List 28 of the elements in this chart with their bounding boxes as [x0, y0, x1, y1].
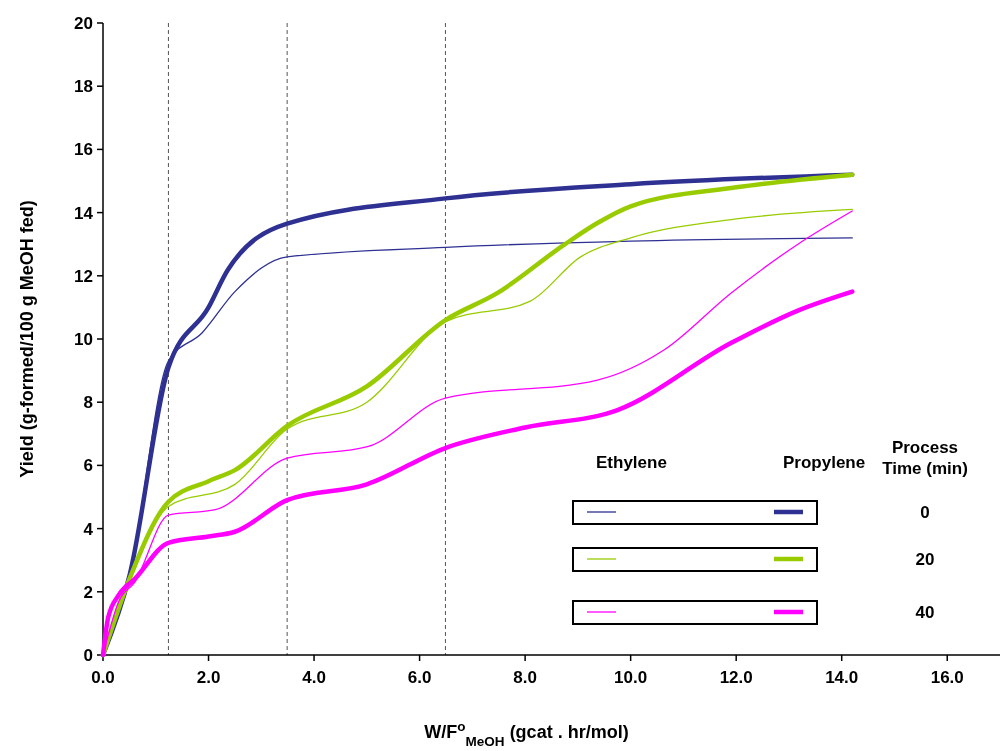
annotation: Propylene [783, 453, 866, 472]
y-tick-label: 6 [83, 456, 93, 476]
x-tick-label: 4.0 [302, 668, 326, 687]
y-tick-label: 12 [74, 266, 93, 286]
y-tick-label: 8 [83, 393, 93, 413]
x-tick-label: 10.0 [614, 668, 648, 687]
y-tick-label: 18 [74, 77, 93, 97]
x-tick-label: 14.0 [825, 668, 859, 687]
x-tick-label: 12.0 [719, 668, 753, 687]
legend-title: Process Time (min) [882, 438, 968, 479]
annotation: Ethylene [596, 453, 667, 472]
x-tick-label: 6.0 [407, 668, 432, 687]
y-tick-label: 2 [83, 582, 93, 602]
y-tick-label: 4 [83, 519, 94, 539]
x-tick-label: 2.0 [196, 668, 221, 687]
annotation: 0 [920, 502, 930, 522]
y-tick-label: 20 [74, 13, 93, 33]
x-tick-label: 0.0 [91, 668, 115, 687]
y-tick-label: 0 [83, 645, 93, 665]
x-tick-label: 16.0 [930, 668, 964, 687]
x-axis-title: W/F$^{o}$$_{MeOH}$ (gcat . hr/mol) [424, 718, 629, 749]
y-tick-label: 16 [74, 140, 93, 160]
annotation: 20 [915, 549, 935, 569]
annotation: 40 [915, 602, 935, 622]
y-axis-title: Yield (g-formed/100 g MeOH fed) [17, 200, 37, 478]
y-tick-label: 14 [74, 203, 94, 223]
x-tick-label: 8.0 [513, 668, 537, 687]
y-tick-label: 10 [74, 329, 93, 349]
